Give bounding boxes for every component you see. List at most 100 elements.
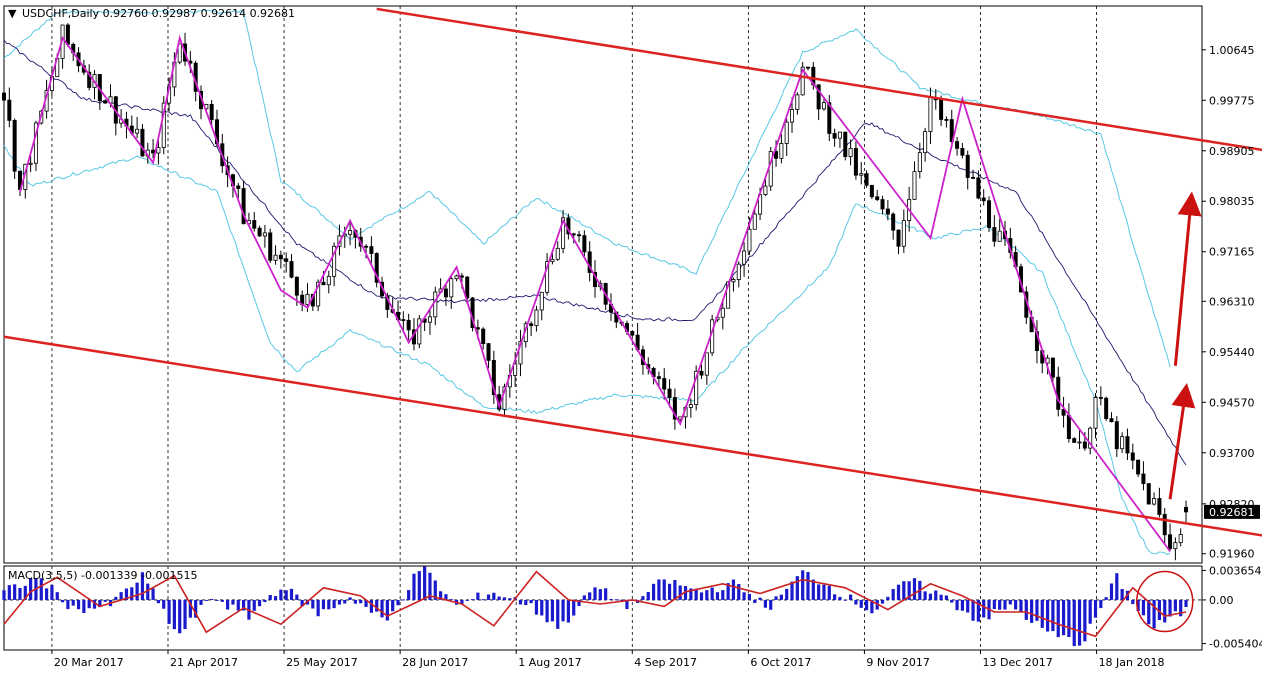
candle[interactable]: [960, 143, 965, 159]
candle[interactable]: [534, 305, 539, 332]
zigzag-line[interactable]: [19, 34, 1171, 552]
candle[interactable]: [156, 138, 161, 165]
candle[interactable]: [869, 184, 874, 200]
candle[interactable]: [688, 398, 693, 418]
candle[interactable]: [672, 388, 677, 430]
candle[interactable]: [821, 98, 826, 111]
candle[interactable]: [236, 182, 241, 199]
candle[interactable]: [768, 146, 773, 191]
candle[interactable]: [736, 261, 741, 288]
candle[interactable]: [1178, 528, 1183, 547]
candle[interactable]: [992, 215, 997, 247]
candle[interactable]: [87, 64, 92, 91]
candle[interactable]: [161, 96, 166, 155]
candle[interactable]: [12, 118, 17, 179]
candle[interactable]: [443, 284, 448, 306]
candle[interactable]: [1104, 396, 1109, 421]
candle[interactable]: [981, 189, 986, 206]
candle[interactable]: [699, 364, 704, 379]
candle[interactable]: [491, 350, 496, 404]
candle[interactable]: [752, 208, 757, 230]
candle[interactable]: [853, 141, 858, 180]
candle[interactable]: [742, 242, 747, 277]
candle[interactable]: [374, 252, 379, 288]
candle[interactable]: [7, 87, 12, 128]
candle[interactable]: [896, 229, 901, 255]
candle[interactable]: [209, 99, 214, 128]
candle[interactable]: [694, 365, 699, 411]
macd-pane[interactable]: [2, 566, 1202, 647]
candle[interactable]: [262, 224, 267, 248]
candle[interactable]: [1125, 428, 1130, 461]
candle[interactable]: [987, 196, 992, 232]
candle[interactable]: [1120, 432, 1125, 454]
candle[interactable]: [28, 155, 33, 173]
candle[interactable]: [587, 241, 592, 282]
candle[interactable]: [545, 253, 550, 296]
candle[interactable]: [135, 116, 140, 139]
candle[interactable]: [875, 189, 880, 202]
candle[interactable]: [449, 275, 454, 309]
candle[interactable]: [630, 330, 635, 337]
candle[interactable]: [848, 139, 853, 166]
candle[interactable]: [2, 91, 6, 112]
candle[interactable]: [779, 134, 784, 164]
candle[interactable]: [843, 131, 848, 161]
trend-arrow[interactable]: [1173, 191, 1202, 366]
main-price-pane[interactable]: [2, 7, 1262, 561]
candle[interactable]: [864, 170, 869, 188]
candle[interactable]: [257, 225, 262, 237]
candle[interactable]: [401, 311, 406, 330]
candle[interactable]: [577, 230, 582, 243]
candle[interactable]: [1114, 416, 1119, 457]
candle[interactable]: [827, 95, 832, 142]
candle[interactable]: [241, 180, 246, 225]
candle[interactable]: [1077, 430, 1082, 450]
candle[interactable]: [518, 329, 523, 377]
candle[interactable]: [971, 169, 976, 180]
candle[interactable]: [1130, 443, 1135, 470]
channel-lower-line[interactable]: [3, 335, 1262, 560]
candle[interactable]: [1136, 459, 1141, 478]
candle[interactable]: [364, 244, 369, 259]
candle[interactable]: [539, 291, 544, 321]
candle[interactable]: [348, 219, 353, 246]
candle[interactable]: [486, 342, 491, 369]
candle[interactable]: [369, 236, 374, 264]
candle[interactable]: [454, 274, 459, 282]
macd-highlight-circle[interactable]: [1135, 570, 1194, 633]
trend-arrow[interactable]: [1168, 382, 1196, 500]
candle[interactable]: [582, 230, 587, 257]
candle[interactable]: [252, 211, 257, 232]
candle[interactable]: [704, 352, 709, 385]
candle[interactable]: [800, 61, 805, 96]
candle[interactable]: [1088, 426, 1093, 455]
channel-upper-line[interactable]: [376, 7, 1262, 174]
candle[interactable]: [326, 270, 331, 294]
candle[interactable]: [923, 127, 928, 162]
candle[interactable]: [529, 321, 534, 337]
candle[interactable]: [720, 301, 725, 330]
candle[interactable]: [1093, 393, 1098, 439]
candle[interactable]: [997, 218, 1002, 242]
candle[interactable]: [1173, 537, 1178, 561]
candle[interactable]: [1184, 500, 1189, 523]
candle[interactable]: [1152, 492, 1157, 506]
candle[interactable]: [795, 92, 800, 115]
candle[interactable]: [268, 228, 273, 263]
candle[interactable]: [965, 150, 970, 190]
candle[interactable]: [177, 43, 182, 65]
candle[interactable]: [561, 209, 566, 254]
candle[interactable]: [901, 209, 906, 253]
candle[interactable]: [955, 136, 960, 156]
candle[interactable]: [1061, 396, 1066, 428]
candle[interactable]: [278, 250, 283, 269]
candle[interactable]: [880, 195, 885, 215]
candle[interactable]: [912, 161, 917, 201]
candle[interactable]: [1098, 386, 1103, 406]
candle[interactable]: [1162, 508, 1167, 545]
candle[interactable]: [427, 308, 432, 335]
candle[interactable]: [481, 327, 486, 350]
candle[interactable]: [406, 313, 411, 340]
candle[interactable]: [917, 142, 922, 179]
